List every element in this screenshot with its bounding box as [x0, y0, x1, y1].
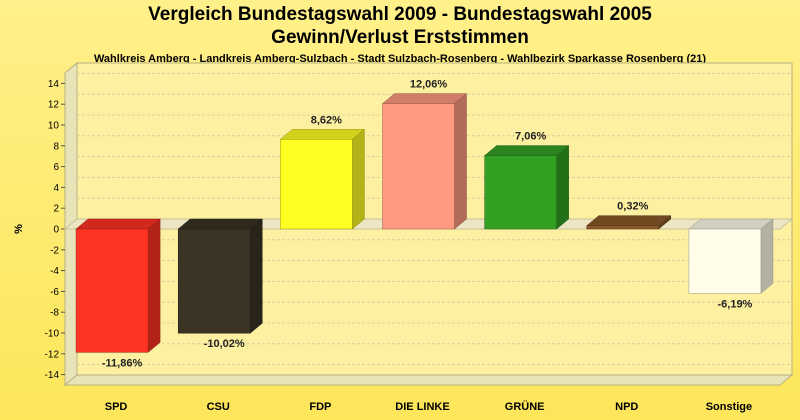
chart-title-line-2: Gewinn/Verlust Erststimmen [271, 27, 529, 48]
bar-top-face [75, 218, 161, 230]
x-category-label: NPD [615, 401, 638, 413]
bar-value-label: -11,86% [102, 357, 143, 369]
y-tick-label: 2 [53, 204, 59, 215]
chart-subtitle: Wahlkreis Amberg - Landkreis Amberg-Sulz… [93, 53, 707, 65]
y-tick-label: -4 [50, 266, 59, 277]
bar-side-face [352, 128, 365, 230]
bar-side-face [760, 218, 774, 294]
bar-top-face [586, 215, 672, 226]
bar-value-label: 8,62% [311, 114, 342, 126]
y-tick-label: 12 [48, 100, 60, 111]
y-tick-label: -2 [50, 245, 59, 256]
bar-value-label: -6,19% [717, 298, 752, 310]
x-category-label: GRÜNE [505, 400, 545, 413]
bar [484, 155, 557, 230]
y-tick-label: 8 [53, 141, 59, 152]
bar-value-label: 12,06% [410, 79, 448, 91]
x-category-label: FDP [309, 401, 331, 413]
bar-value-label: 7,06% [515, 131, 546, 143]
bar-top-face [483, 145, 570, 156]
bar-side-face [147, 218, 161, 353]
plot-floor [63, 374, 794, 386]
y-tick-label: -12 [45, 349, 60, 360]
bar [688, 228, 762, 294]
bar-side-face [556, 145, 569, 230]
x-category-label: Sonstige [706, 401, 752, 413]
x-category-label: SPD [105, 401, 128, 413]
bar [75, 228, 149, 353]
bar [177, 228, 251, 334]
y-tick-label: 6 [53, 162, 59, 173]
bar-top-face [279, 129, 366, 140]
bar-value-label: -10,02% [204, 338, 245, 350]
y-tick-label: 14 [48, 79, 60, 90]
bar-side-face [454, 93, 467, 230]
chart-title: Vergleich Bundestagswahl 2009 - Bundesta… [148, 4, 652, 25]
bar-side-face [249, 218, 263, 334]
y-tick-label: -8 [50, 308, 59, 319]
y-tick-label: 4 [53, 183, 59, 194]
bar [382, 103, 455, 230]
bar-top-face [177, 218, 263, 230]
y-tick-label: -6 [50, 287, 59, 298]
bar [280, 139, 353, 230]
bar-top-face [381, 93, 468, 104]
bar-value-label: 0,32% [617, 201, 648, 213]
y-tick-label: -10 [45, 329, 60, 340]
bar-top-face [688, 218, 774, 230]
bar [586, 225, 660, 230]
y-tick-label: -14 [45, 370, 60, 381]
x-category-label: DIE LINKE [395, 401, 449, 413]
y-axis-label: % [13, 224, 25, 234]
x-category-label: CSU [207, 401, 230, 413]
y-tick-label: 10 [48, 121, 60, 132]
y-tick-label: 0 [53, 225, 59, 236]
